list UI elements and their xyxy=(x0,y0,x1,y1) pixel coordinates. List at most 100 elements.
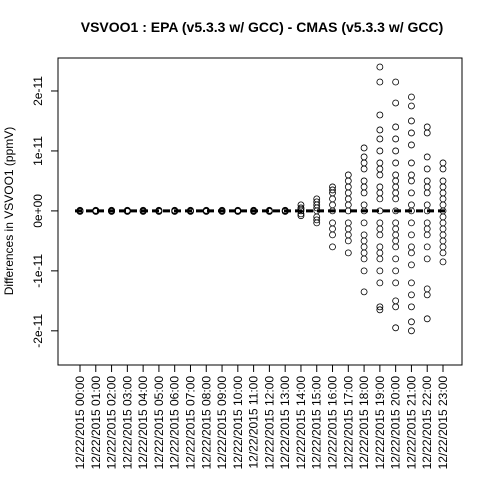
point xyxy=(392,177,400,185)
point xyxy=(408,318,415,326)
point xyxy=(408,291,415,299)
chart-title: VSVOO1 : EPA (v5.3.3 w/ GCC) - CMAS (v5.… xyxy=(81,19,444,35)
point xyxy=(376,135,384,143)
x-tick-label: 12/22/2015 16:00 xyxy=(326,376,340,470)
point xyxy=(423,315,431,323)
point xyxy=(408,171,415,179)
point xyxy=(392,135,400,143)
point xyxy=(423,153,431,161)
point xyxy=(360,219,368,227)
point xyxy=(392,255,400,263)
point xyxy=(329,183,336,191)
point xyxy=(376,147,384,155)
x-tick-label: 12/22/2015 07:00 xyxy=(183,376,197,470)
point xyxy=(423,129,431,137)
point xyxy=(392,147,400,155)
point xyxy=(392,225,400,233)
point xyxy=(313,195,321,203)
point xyxy=(360,249,368,257)
point xyxy=(297,212,305,220)
point xyxy=(297,201,305,209)
point xyxy=(344,231,352,239)
x-tick-label: 12/22/2015 01:00 xyxy=(89,376,103,470)
point xyxy=(423,255,431,263)
x-tick-label: 12/22/2015 05:00 xyxy=(152,376,166,470)
point xyxy=(408,303,415,311)
point xyxy=(392,78,400,86)
point xyxy=(423,225,431,233)
y-tick-label: -2e-11 xyxy=(31,314,45,348)
y-tick-label: 2e-11 xyxy=(31,76,45,106)
point xyxy=(313,219,321,227)
x-tick-label: 12/22/2015 02:00 xyxy=(105,376,119,470)
point xyxy=(392,279,400,287)
x-tick-label: 12/22/2015 22:00 xyxy=(420,376,434,470)
point xyxy=(344,219,352,227)
point xyxy=(344,201,352,209)
point xyxy=(408,327,415,335)
point xyxy=(439,165,447,173)
x-tick-label: 12/22/2015 19:00 xyxy=(373,376,387,470)
point xyxy=(392,159,400,167)
point xyxy=(376,165,384,173)
plot-box xyxy=(57,57,463,366)
point xyxy=(329,201,336,209)
x-tick-label: 12/22/2015 12:00 xyxy=(262,376,276,470)
x-tick-label: 12/22/2015 23:00 xyxy=(436,376,450,470)
point xyxy=(423,291,431,299)
x-tick-label: 12/22/2015 14:00 xyxy=(294,376,308,470)
point xyxy=(360,237,368,245)
point xyxy=(392,267,400,275)
point xyxy=(376,303,384,311)
x-tick-label: 12/22/2015 13:00 xyxy=(278,376,292,470)
x-tick-label: 12/22/2015 00:00 xyxy=(73,376,87,470)
point xyxy=(376,267,384,275)
point xyxy=(360,144,368,152)
x-tick-label: 12/22/2015 20:00 xyxy=(389,376,403,470)
point xyxy=(408,129,415,137)
point xyxy=(360,159,368,167)
x-tick-label: 12/22/2015 18:00 xyxy=(357,376,371,470)
point xyxy=(344,249,352,257)
x-tick-label: 12/22/2015 08:00 xyxy=(199,376,213,470)
point xyxy=(408,219,415,227)
point xyxy=(408,102,415,110)
point xyxy=(423,183,431,191)
point xyxy=(313,204,321,212)
point xyxy=(360,183,368,191)
point xyxy=(392,303,400,311)
y-tick-label: 0e+00 xyxy=(31,194,45,228)
point xyxy=(392,324,400,332)
point xyxy=(392,189,400,197)
point xyxy=(376,189,384,197)
point xyxy=(392,99,400,107)
x-tick-label: 12/22/2015 06:00 xyxy=(168,376,182,470)
point xyxy=(408,189,415,197)
point xyxy=(329,219,336,227)
point xyxy=(329,186,336,194)
point xyxy=(408,93,415,101)
x-tick-label: 12/22/2015 15:00 xyxy=(310,376,324,470)
x-tick-label: 12/22/2015 10:00 xyxy=(231,376,245,470)
point xyxy=(423,165,431,173)
point xyxy=(392,123,400,131)
point xyxy=(439,258,447,266)
point xyxy=(376,279,384,287)
x-tick-label: 12/22/2015 17:00 xyxy=(341,376,355,470)
point xyxy=(423,243,431,251)
point xyxy=(344,189,352,197)
x-tick-label: 12/22/2015 11:00 xyxy=(247,376,261,469)
point xyxy=(376,126,384,134)
point xyxy=(408,141,415,149)
point xyxy=(376,306,384,314)
point xyxy=(408,231,415,239)
point xyxy=(329,231,336,239)
x-tick-label: 12/22/2015 03:00 xyxy=(120,376,134,470)
x-tick-label: 12/22/2015 04:00 xyxy=(136,376,150,470)
point xyxy=(408,159,415,167)
point xyxy=(408,279,415,287)
point xyxy=(408,117,415,125)
point xyxy=(376,111,384,119)
x-tick-label: 12/22/2015 21:00 xyxy=(404,376,418,470)
